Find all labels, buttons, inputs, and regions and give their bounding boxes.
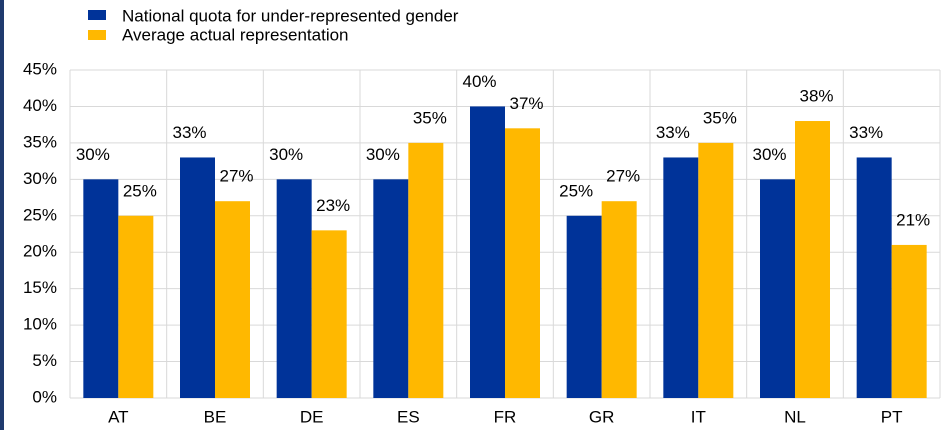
x-tick-label: NL xyxy=(784,407,806,426)
bar xyxy=(566,215,602,398)
y-tick-label: 30% xyxy=(23,169,57,188)
legend-swatch xyxy=(88,10,106,20)
legend-label: Average actual representation xyxy=(122,25,349,44)
x-tick-label: GR xyxy=(589,407,615,426)
y-tick-label: 25% xyxy=(23,205,57,224)
bar xyxy=(760,179,795,398)
bar xyxy=(470,106,505,398)
y-tick-label: 40% xyxy=(23,96,57,115)
bar xyxy=(180,157,215,398)
bar xyxy=(698,142,734,398)
bar xyxy=(408,142,444,398)
value-label: 35% xyxy=(703,108,737,127)
value-label: 30% xyxy=(366,145,400,164)
y-tick-label: 45% xyxy=(23,59,57,78)
value-label: 30% xyxy=(76,145,110,164)
value-label: 23% xyxy=(316,196,350,215)
value-label: 27% xyxy=(606,167,640,186)
legend-swatch xyxy=(88,30,106,40)
bar xyxy=(663,157,699,398)
bar xyxy=(856,157,892,398)
bar xyxy=(215,201,250,398)
y-tick-label: 20% xyxy=(23,242,57,261)
bar xyxy=(795,121,830,399)
y-tick-label: 10% xyxy=(23,315,57,334)
bar xyxy=(601,201,637,398)
value-label: 33% xyxy=(656,123,690,142)
bar xyxy=(118,215,154,398)
bar xyxy=(311,230,347,398)
y-tick-label: 35% xyxy=(23,132,57,151)
bar xyxy=(891,244,927,398)
value-label: 25% xyxy=(559,181,593,200)
legend-label: National quota for under-represented gen… xyxy=(122,6,459,25)
x-tick-label: DE xyxy=(300,407,324,426)
value-label: 38% xyxy=(799,87,833,106)
bar xyxy=(276,179,312,398)
x-tick-label: IT xyxy=(691,407,706,426)
value-label: 21% xyxy=(896,210,930,229)
y-tick-label: 15% xyxy=(23,278,57,297)
value-label: 25% xyxy=(123,181,157,200)
x-tick-label: FR xyxy=(494,407,517,426)
bar xyxy=(373,179,409,398)
value-label: 33% xyxy=(849,123,883,142)
value-label: 35% xyxy=(413,108,447,127)
x-tick-label: ES xyxy=(397,407,420,426)
value-label: 37% xyxy=(509,94,543,113)
value-label: 33% xyxy=(172,123,206,142)
x-tick-label: BE xyxy=(204,407,227,426)
bar xyxy=(505,128,540,399)
value-label: 27% xyxy=(219,167,253,186)
x-tick-label: AT xyxy=(108,407,128,426)
left-border xyxy=(0,0,4,430)
bar xyxy=(83,179,119,398)
value-label: 40% xyxy=(462,72,496,91)
y-tick-label: 0% xyxy=(32,387,57,406)
value-label: 30% xyxy=(752,145,786,164)
value-label: 30% xyxy=(269,145,303,164)
x-tick-label: PT xyxy=(881,407,903,426)
y-tick-label: 5% xyxy=(32,351,57,370)
